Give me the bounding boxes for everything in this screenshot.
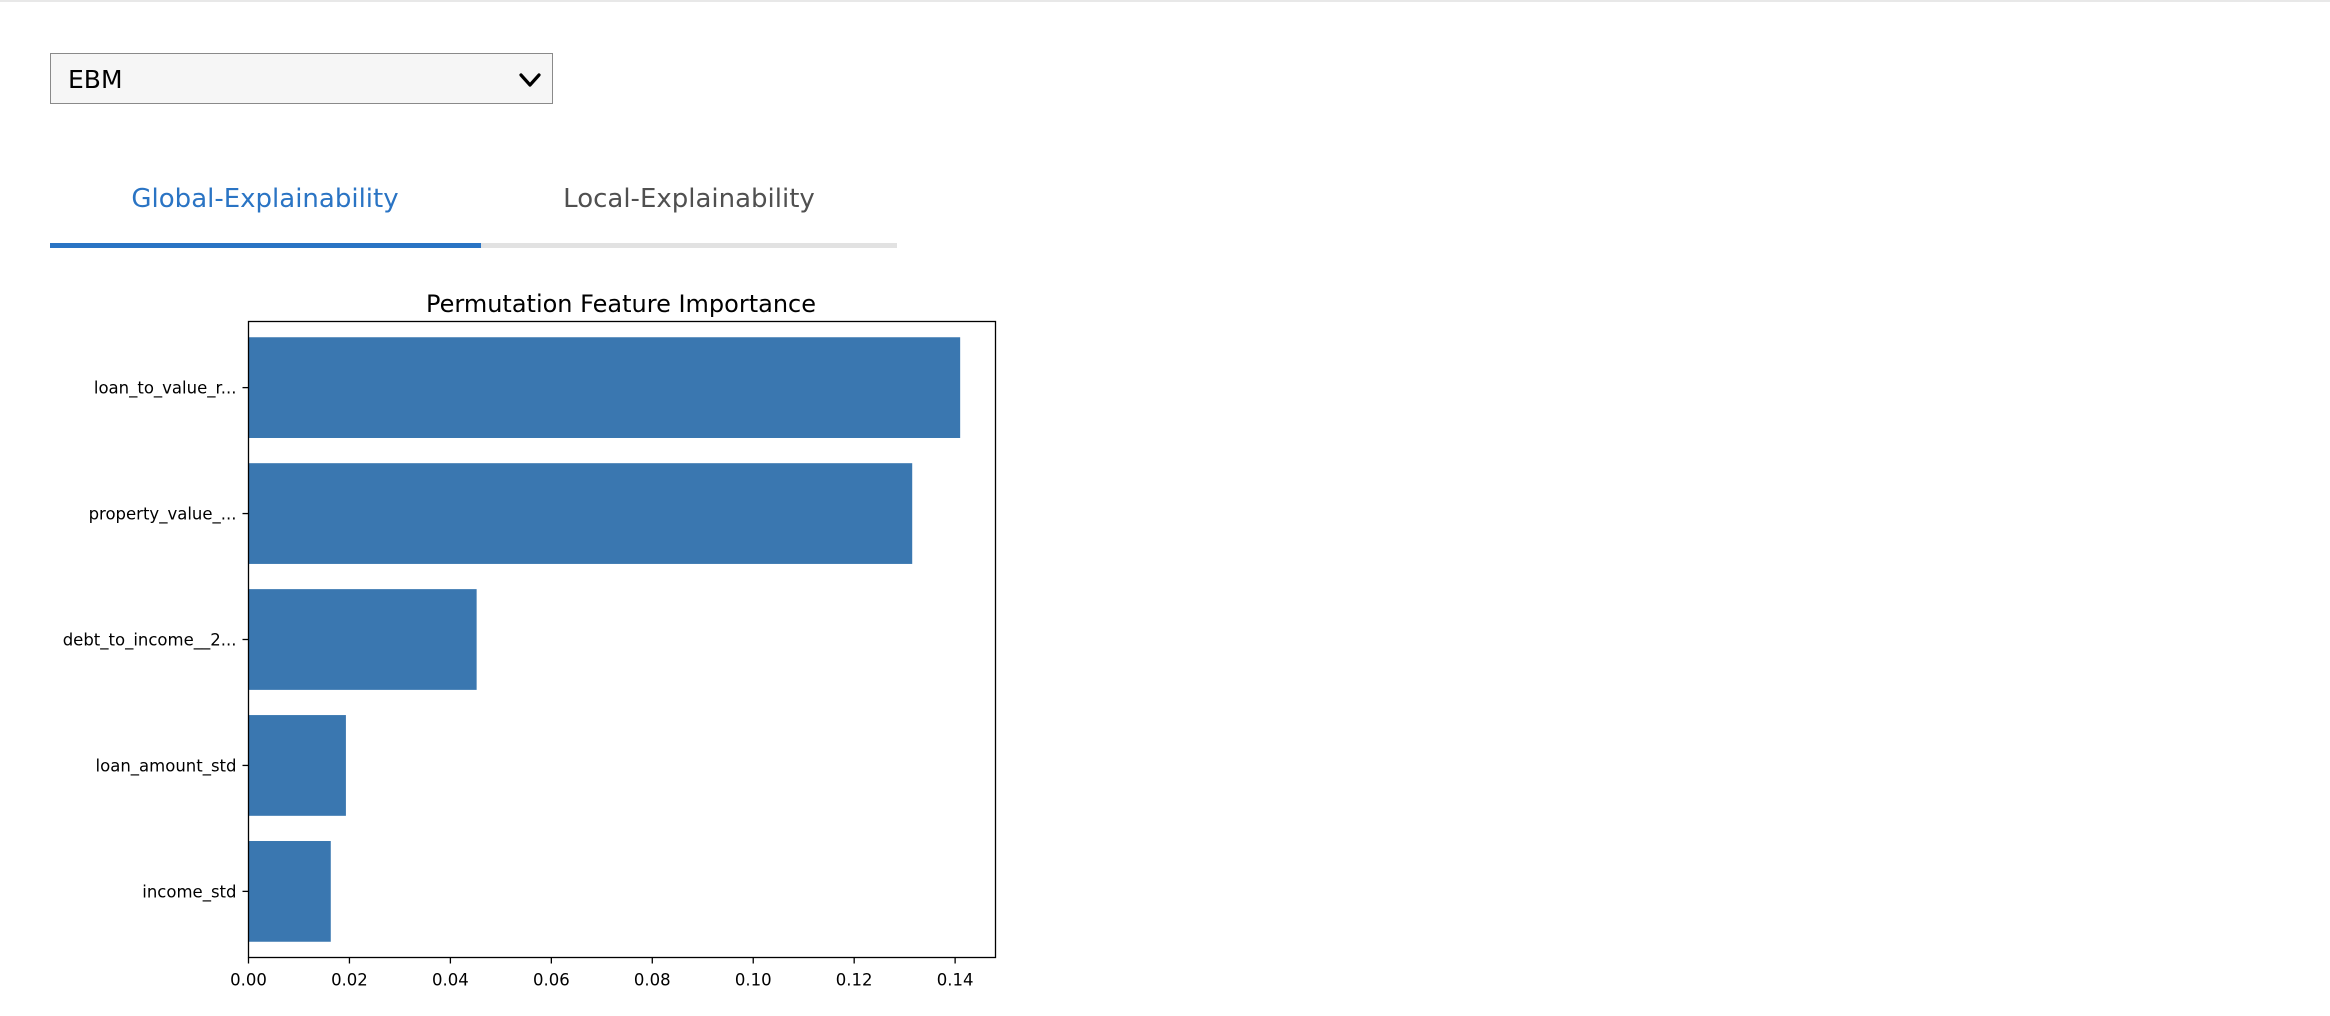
x-tick-label: 0.04 <box>432 971 469 990</box>
x-tick-label: 0.06 <box>533 971 570 990</box>
y-tick-label: income_std <box>142 882 236 902</box>
permutation-importance-chart: Permutation Feature Importance loan_to_v… <box>63 290 997 990</box>
top-divider <box>0 0 2330 2</box>
explainability-tabs: Global-Explainability Local-Explainabili… <box>50 160 897 250</box>
chevron-down-icon <box>519 73 541 87</box>
x-tick-label: 0.00 <box>230 971 267 990</box>
x-tick-label: 0.12 <box>836 971 873 990</box>
y-tick-label: loan_amount_std <box>96 756 237 776</box>
bar-1 <box>248 463 913 564</box>
bar-4 <box>248 841 331 942</box>
model-select[interactable]: EBM <box>50 53 553 104</box>
y-tick-label: loan_to_value_r... <box>94 379 237 399</box>
y-tick-label: property_value_... <box>89 505 237 525</box>
y-tick-label: debt_to_income__2... <box>63 631 237 651</box>
bar-3 <box>248 715 346 816</box>
x-tick-label: 0.14 <box>937 971 974 990</box>
x-tick-label: 0.08 <box>634 971 671 990</box>
plot-frame <box>247 320 997 959</box>
tab-local-explainability[interactable]: Local-Explainability <box>563 184 815 214</box>
chart-title: Permutation Feature Importance <box>426 290 816 318</box>
model-select-value: EBM <box>68 65 123 94</box>
bar-2 <box>248 589 477 690</box>
tab-global-explainability[interactable]: Global-Explainability <box>131 184 399 214</box>
x-tick-label: 0.02 <box>331 971 368 990</box>
bar-0 <box>248 337 961 438</box>
x-tick-label: 0.10 <box>735 971 772 990</box>
active-tab-indicator <box>50 243 481 248</box>
